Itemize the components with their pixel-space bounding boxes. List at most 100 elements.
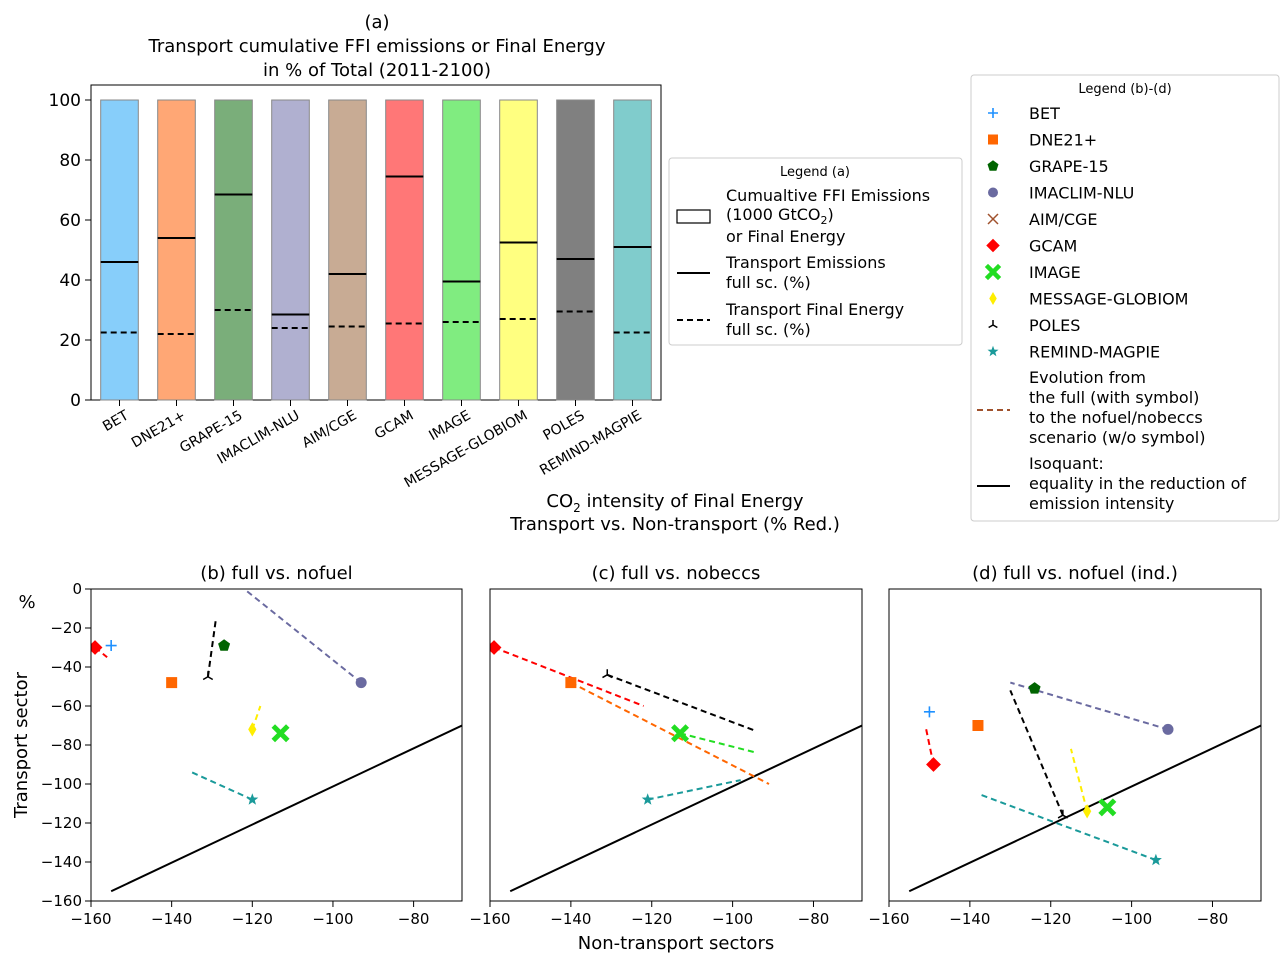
scatter-axes-frame <box>888 588 1262 902</box>
legend-b-item: GRAPE-15 <box>987 157 1109 176</box>
bar-IMAGE <box>442 99 481 401</box>
scatter-axes-frame <box>90 588 463 902</box>
scatter-x-tick-label: −120 <box>631 910 672 928</box>
legend-b-item-label: IMACLIM-NLU <box>1029 184 1134 203</box>
scatter-x-tick-label: −140 <box>949 910 990 928</box>
bar-REMIND-MAGPIE <box>613 99 652 401</box>
scatter-y-tick-label: 0 <box>72 580 82 598</box>
evolution-line-DNE21+ <box>570 681 770 785</box>
panel-a-x-tick-label: POLES <box>541 408 588 444</box>
bar-MESSAGE-GLOBIOM <box>499 99 538 401</box>
scatter-x-tick-label: −100 <box>712 910 753 928</box>
scatter-x-tick-label: −100 <box>312 910 353 928</box>
scatter-x-tick-label: −140 <box>151 910 192 928</box>
scatter-y-axis-label: Transport sector <box>11 671 32 819</box>
scatter-plot-area <box>490 640 862 893</box>
panel-a-x-tick-label: REMIND-MAGPIE <box>537 408 644 479</box>
legend-b-item-label: POLES <box>1029 316 1080 335</box>
legend-a-title: Legend (a) <box>780 165 850 180</box>
point-MESSAGE-GLOBIOM <box>248 722 257 737</box>
bar-GRAPE-15 <box>214 99 253 401</box>
legend-b-item: REMIND-MAGPIE <box>987 343 1160 362</box>
legend-b-item-label: MESSAGE-GLOBIOM <box>1029 290 1188 309</box>
scatter-y-tick-label: −120 <box>41 814 82 832</box>
legend-marker-BET <box>988 108 998 118</box>
bar-BET <box>100 99 139 401</box>
legend-marker-DNE21+ <box>988 134 998 145</box>
evolution-line-GCAM <box>924 725 935 765</box>
point-BET <box>105 640 117 652</box>
scatter-x-tick-label: −160 <box>868 910 909 928</box>
panel-a-caption: (a) <box>364 12 389 33</box>
legend-b-item: IMAGE <box>984 263 1081 282</box>
scatter-panel-2: (d) full vs. nofuel (ind.) −160 −140 −120 −1… <box>868 563 1262 928</box>
legend-b-evolution-line3: to the nofuel/nobeccs <box>1029 408 1203 427</box>
legend-a-solid-line1: Transport Emissions <box>725 253 886 272</box>
bar-IMACLIM-NLU <box>271 99 310 401</box>
point-BET <box>923 706 935 718</box>
evolution-line-POLES <box>1009 690 1064 816</box>
scatter-x-tick-label: −120 <box>232 910 273 928</box>
scatter-y-tick-label: −100 <box>41 775 82 793</box>
panel-a-title-line1: Transport cumulative FFI emissions or Fi… <box>148 36 606 57</box>
evolution-line-POLES <box>206 618 218 677</box>
point-REMIND-MAGPIE <box>641 793 654 805</box>
evolution-line-IMACLIM-NLU <box>243 589 362 684</box>
legend-b-title: Legend (b)-(d) <box>1078 82 1171 97</box>
scatter-x-tick-label: −120 <box>1030 910 1071 928</box>
scatter-x-tick-label: −160 <box>469 910 510 928</box>
legend-a-box-line3: or Final Energy <box>726 227 845 246</box>
point-MESSAGE-GLOBIOM <box>1083 804 1092 819</box>
legend-marker-GCAM <box>986 238 1000 253</box>
bar-GCAM <box>385 99 424 401</box>
scatter-x-tick-label: −140 <box>550 910 591 928</box>
legend-marker-AIM/CGE <box>987 213 999 225</box>
scatter-panel-0: (b) full vs. nofuel −160 −140 −120 −100 −80 0 −… <box>11 563 463 928</box>
scatter-plot-area <box>908 681 1261 893</box>
legend-a-dashed-line2: full sc. (%) <box>726 320 811 339</box>
panel-a-y-tick-label: 80 <box>59 151 81 171</box>
panel-a-title-line2: in % of Total (2011-2100) <box>263 60 491 81</box>
legend-b-frame <box>970 74 1280 522</box>
scatter-y-tick-label: −60 <box>50 697 82 715</box>
legend-b-item-label: GCAM <box>1029 237 1077 256</box>
scatter-x-tick-label: −100 <box>1111 910 1152 928</box>
scatter-y-unit-label: % <box>18 592 35 613</box>
legend-a-box-line2: (1000 GtCO2) <box>726 205 834 227</box>
point-POLES <box>202 671 214 681</box>
legend-b-item: POLES <box>988 316 1080 335</box>
mid-title-line2: Transport vs. Non-transport (% Red.) <box>509 514 840 535</box>
panel-a-y-tick-label: 0 <box>70 391 81 411</box>
point-POLES <box>602 669 613 679</box>
legend-b-item: IMACLIM-NLU <box>988 184 1134 203</box>
mid-title-line1: CO2 intensity of Final Energy <box>546 491 804 515</box>
point-GCAM <box>490 640 502 655</box>
point-DNE21+ <box>166 677 178 689</box>
legend-b-item: GCAM <box>986 237 1077 256</box>
scatter-y-tick-label: −40 <box>50 658 82 676</box>
point-IMAGE <box>271 724 290 743</box>
legend-b-isoquant-line3: emission intensity <box>1029 494 1174 513</box>
legend-marker-IMAGE <box>984 263 1002 281</box>
scatter-y-tick-label: −80 <box>50 736 82 754</box>
legend-b-item-label: BET <box>1029 104 1060 123</box>
legend-a-dashed-line1: Transport Final Energy <box>725 300 904 319</box>
bar-DNE21+ <box>157 99 196 401</box>
evolution-line-POLES <box>606 673 758 733</box>
legend-marker-MESSAGE-GLOBIOM <box>989 292 997 305</box>
isoquant-line <box>110 724 462 893</box>
scatter-x-tick-label: −80 <box>1197 910 1229 928</box>
panel-a-y-tick-label: 20 <box>59 331 81 351</box>
legend-b-isoquant-line1: Isoquant: <box>1029 454 1104 473</box>
panel-a-axes-frame <box>90 84 662 401</box>
bar-POLES <box>556 99 595 401</box>
scatter-x-tick-label: −80 <box>398 910 430 928</box>
scatter-y-tick-label: −140 <box>41 853 82 871</box>
point-GCAM <box>91 640 103 655</box>
panel-a: (a) Transport cumulative FFI emissions o… <box>49 12 662 491</box>
point-IMACLIM-NLU <box>1162 723 1174 735</box>
evolution-line-REMIND-MAGPIE <box>977 792 1157 861</box>
legend-b-evolution-line4: scenario (w/o symbol) <box>1029 428 1205 447</box>
